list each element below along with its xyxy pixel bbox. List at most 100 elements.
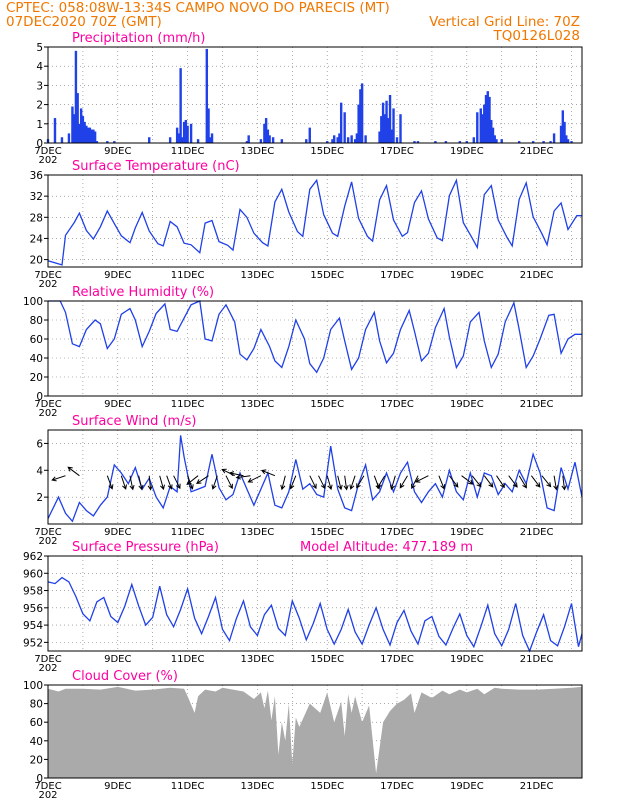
wind-arrow [228, 471, 244, 477]
cloud-xtick-label: 13DEC [241, 781, 275, 792]
precip-bar [177, 133, 181, 143]
rh-xtick-label: 9DEC [104, 399, 131, 410]
precip-bar [483, 104, 486, 143]
precip-bar [346, 137, 350, 143]
precip-xtick-label: 21DEC [520, 146, 554, 157]
precip-bar [81, 116, 85, 143]
rh-xtick-label: 17DEC [380, 399, 414, 410]
precip-ytick-label: 0 [36, 138, 43, 150]
wind-arrow [508, 475, 518, 488]
rh-ytick-label: 100 [23, 296, 43, 308]
precip-year-stub: 202 [38, 155, 57, 166]
precip-bar [336, 137, 339, 143]
pressure-annotation: Model Altitude: 477.189 m [300, 540, 473, 555]
precip-bar [305, 139, 308, 143]
temp-panel: 20 24 28 32 36 7DEC 9DEC 11DEC 13DEC 15DEC 17DEC 19… [30, 159, 583, 290]
wind-xtick-label: 17DEC [380, 527, 414, 538]
precip-bar [196, 139, 200, 143]
wind-arrow [173, 475, 181, 490]
precip-bar [479, 108, 482, 143]
precip-bar [93, 131, 97, 143]
cloud-area [48, 686, 582, 778]
wind-arrow [553, 475, 559, 491]
wind-arrow [531, 475, 541, 488]
wind-arrow [196, 475, 209, 484]
precip-xtick-label: 19DEC [450, 146, 484, 157]
precip-ytick-label: 1 [36, 119, 43, 131]
precip-bar [383, 114, 387, 143]
precip-bar [181, 137, 184, 143]
precip-bar [266, 129, 270, 143]
precip-bar [570, 141, 573, 143]
temp-xtick-label: 21DEC [520, 270, 554, 281]
precip-ytick-label: 5 [36, 42, 43, 54]
precip-bar [517, 141, 521, 143]
rh-xtick-label: 7DEC [34, 399, 61, 410]
temp-ytick-label: 32 [30, 191, 43, 203]
precip-bar [355, 133, 359, 143]
wind-panel: 2 4 6 7DEC 9DEC 11DEC 13DEC 15DEC 17DEC 19DEC 21DE… [34, 414, 583, 547]
header-location: CPTEC: 058:08W-13:34S CAMPO NOVO DO PARE… [6, 0, 390, 16]
cloud-xtick-label: 17DEC [380, 781, 414, 792]
precip-bar [90, 129, 93, 143]
pressure-ytick-label: 954 [23, 620, 43, 632]
precip-bar [184, 119, 188, 143]
temp-ytick-label: 20 [30, 255, 43, 267]
precip-bar [559, 125, 563, 143]
pressure-xtick-label: 15DEC [310, 654, 344, 665]
temp-title: Surface Temperature (nC) [72, 159, 240, 174]
precip-bar [399, 114, 402, 143]
temp-ytick-label: 24 [30, 233, 44, 245]
wind-arrow [518, 475, 527, 489]
precip-bar [381, 102, 385, 143]
precip-bar [189, 123, 193, 143]
precip-bar [182, 121, 186, 143]
precip-bar [332, 135, 336, 143]
cloud-panel: 0 20 40 60 80 100 7DEC 9DEC 11DEC 13DEC 15DEC 17DEC… [23, 669, 583, 800]
wind-arrow [399, 475, 408, 489]
precip-bar [434, 141, 437, 143]
precip-bar [263, 123, 266, 143]
precip-xtick-label: 7DEC [34, 146, 61, 157]
temp-xtick-label: 7DEC [34, 270, 61, 281]
wind-arrow [356, 475, 365, 489]
wind-arrow [120, 475, 127, 490]
precip-xtick-label: 13DEC [241, 146, 275, 157]
precip-bar [357, 104, 360, 143]
header-grid-line: Vertical Grid Line: 70Z [429, 14, 580, 30]
precip-bar [245, 141, 249, 143]
precip-bar [561, 110, 565, 143]
wind-xtick-label: 19DEC [450, 527, 484, 538]
pressure-xtick-label: 21DEC [520, 654, 554, 665]
wind-arrow [438, 475, 446, 490]
precip-bar [413, 141, 416, 143]
precip-bar [531, 141, 535, 143]
wind-arrow [138, 475, 144, 491]
pressure-xtick-label: 11DEC [171, 654, 205, 665]
pressure-series-line [47, 576, 583, 653]
pressure-xtick-label: 9DEC [104, 654, 131, 665]
temp-xtick-label: 17DEC [380, 270, 414, 281]
precip-bar [549, 141, 552, 143]
temp-ytick-label: 28 [30, 212, 43, 224]
wind-ytick-label: 2 [36, 492, 43, 504]
cloud-frame [47, 684, 583, 779]
precip-bar [360, 83, 364, 143]
precip-bar [271, 137, 275, 143]
pressure-xtick-label: 7DEC [34, 654, 61, 665]
precip-bar [465, 141, 469, 143]
rh-year-stub: 202 [38, 408, 57, 419]
temp-xtick-label: 15DEC [310, 270, 344, 281]
precip-bar [495, 139, 498, 143]
precip-bar [490, 119, 493, 143]
precip-bar [476, 112, 479, 143]
cloud-xtick-label: 15DEC [310, 781, 344, 792]
wind-arrow [449, 475, 459, 488]
pressure-ytick-label: 958 [23, 586, 43, 598]
precip-bar [74, 50, 78, 144]
precip-bar [92, 129, 95, 143]
wind-xtick-label: 9DEC [104, 527, 131, 538]
precip-bar [552, 133, 556, 143]
rh-series-line [48, 300, 582, 374]
